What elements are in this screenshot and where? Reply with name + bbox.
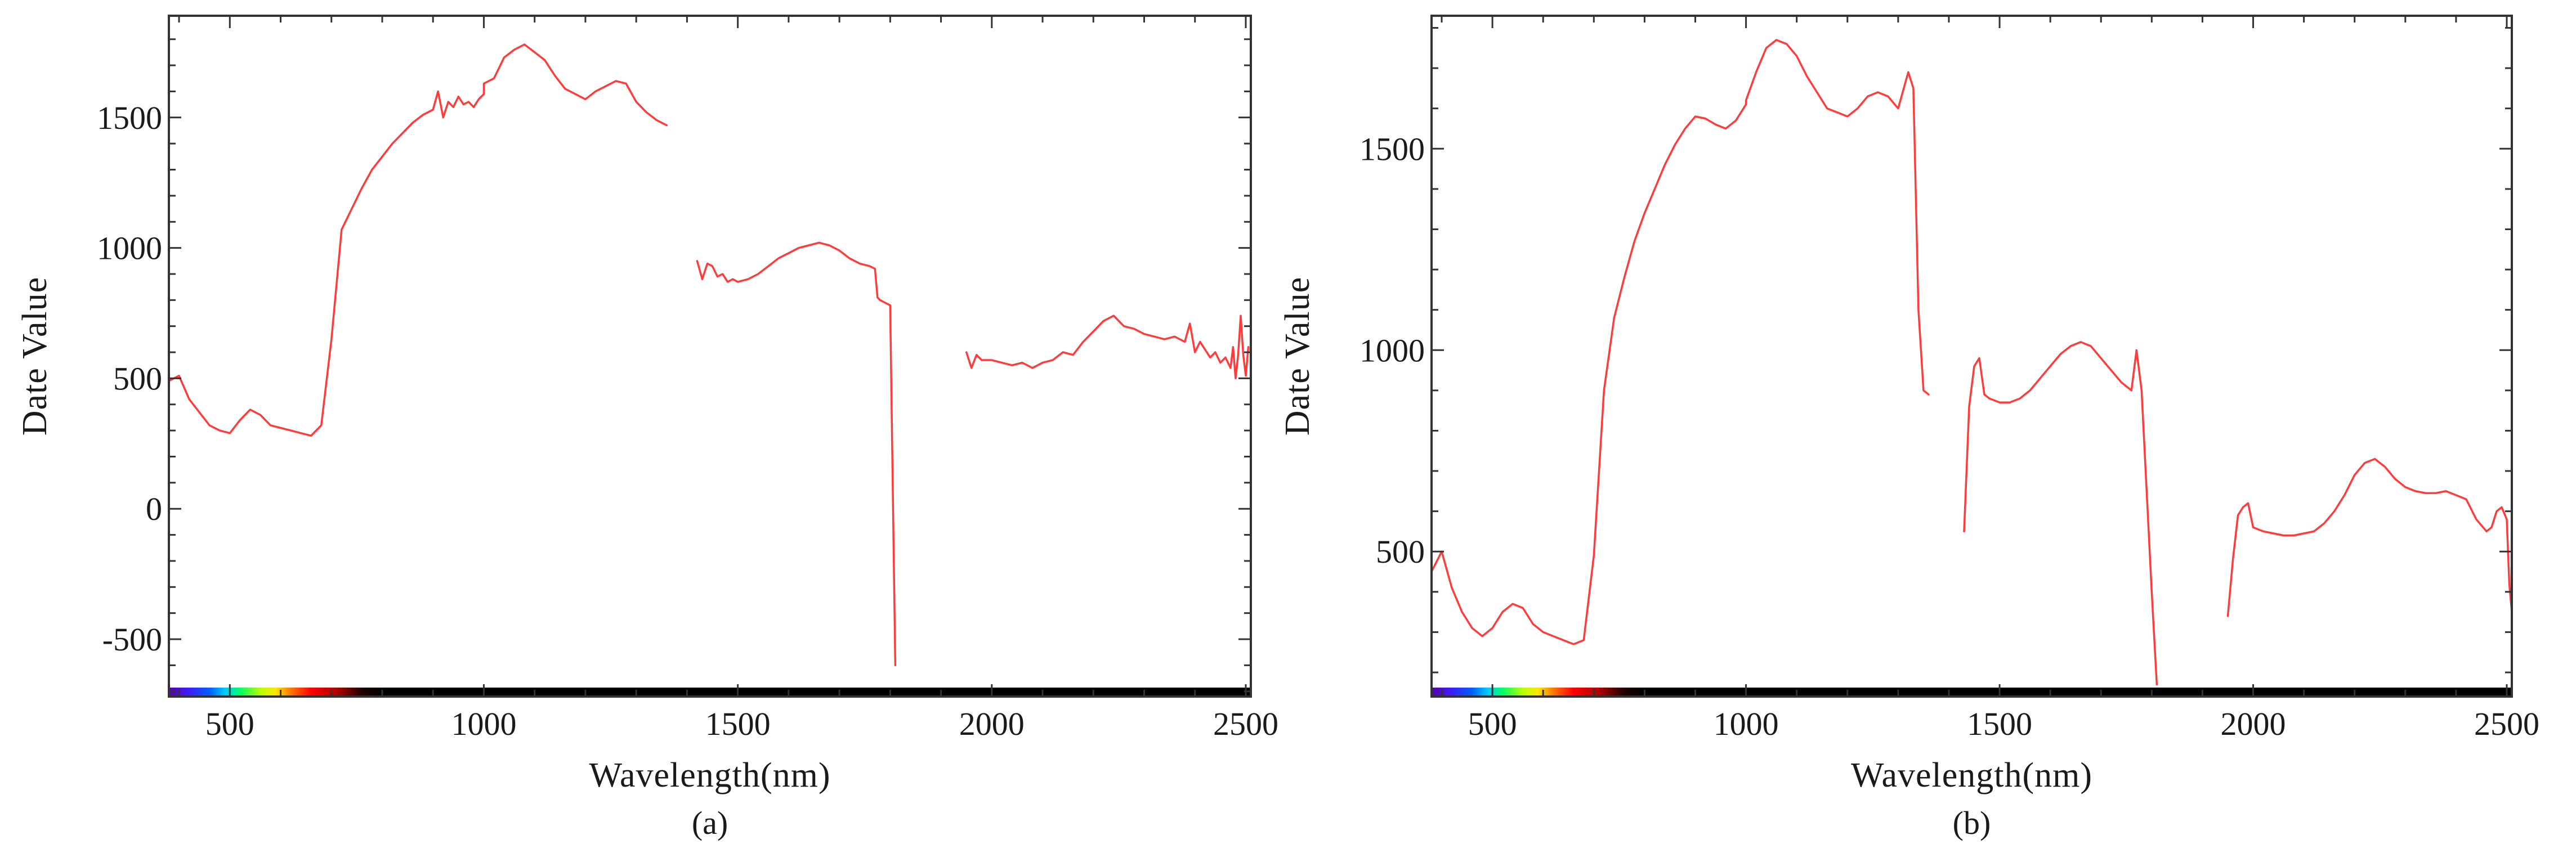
chart-panel-b: 500 1000 1500 2000 2500 500 1000 1500 Wavelengt…	[1278, 15, 2539, 841]
spectrum-gradient-a	[169, 688, 1251, 697]
x-tick-label-a: 1500	[705, 706, 771, 742]
y-tick-label-a: 1500	[97, 100, 162, 136]
x-tick-label-a: 2500	[1213, 706, 1278, 742]
series-layer-a	[168, 43, 1250, 667]
plot-frame-b	[1430, 15, 2513, 698]
spectrum-gradient-b	[1432, 688, 2512, 697]
x-axis-label-b: Wavelength(nm)	[1851, 756, 2092, 794]
series-line-b-1	[1430, 39, 1930, 645]
series-line-b-3	[2226, 457, 2513, 617]
series-line-a-3	[965, 315, 1250, 380]
y-tick-label-b: 500	[1376, 533, 1425, 570]
y-tick-label-a: 1000	[97, 230, 162, 267]
x-axis-label-a: Wavelength(nm)	[589, 756, 830, 794]
x-tick-label-b: 1500	[1967, 706, 2032, 742]
series-line-b-2	[1963, 341, 2158, 686]
tick-layer-a: 500 1000 1500 2000 2500 -500 0 500 1000 1500	[97, 16, 1278, 742]
spectrum-color-bar-a	[169, 688, 1251, 697]
x-tick-label-a: 500	[205, 706, 254, 742]
y-axis-label-a: Date Value	[16, 277, 54, 436]
series-line-a-1	[168, 43, 668, 437]
plot-frame-a	[168, 15, 1252, 698]
y-tick-label-a: 500	[113, 360, 162, 397]
panel-label-b: (b)	[1953, 805, 1991, 841]
x-tick-label-a: 2000	[959, 706, 1025, 742]
x-tick-label-b: 1000	[1714, 706, 1779, 742]
chart-panel-a: 500 1000 1500 2000 2500 -500 0 500 1000 1500 Wave…	[16, 15, 1278, 841]
spectrum-color-bar-b	[1432, 688, 2512, 697]
y-axis-label-b: Date Value	[1278, 277, 1317, 436]
y-tick-label-b: 1000	[1359, 332, 1425, 369]
series-layer-b	[1430, 39, 2513, 686]
series-line-a-2	[696, 241, 897, 667]
x-tick-label-b: 2500	[2474, 706, 2539, 742]
panel-label-a: (a)	[692, 805, 728, 841]
x-tick-label-b: 2000	[2221, 706, 2286, 742]
y-tick-label-a: 0	[146, 491, 162, 527]
y-tick-label-b: 1500	[1359, 131, 1425, 167]
y-tick-label-a: -500	[102, 621, 162, 658]
x-tick-label-b: 500	[1468, 706, 1517, 742]
x-tick-label-a: 1000	[451, 706, 516, 742]
tick-layer-b: 500 1000 1500 2000 2500 500 1000 1500	[1359, 16, 2539, 742]
